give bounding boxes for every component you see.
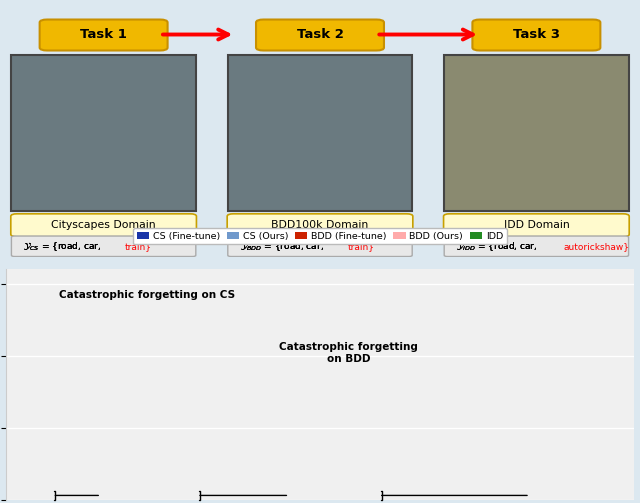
FancyBboxPatch shape [11,214,196,237]
Text: autorickshaw}: autorickshaw} [564,242,630,251]
FancyBboxPatch shape [227,214,413,237]
Text: train}: train} [125,242,152,251]
FancyBboxPatch shape [256,20,384,50]
Text: $\mathcal{Y}_{CS}$ = {road, car,: $\mathcal{Y}_{CS}$ = {road, car, [23,240,102,253]
Bar [502,500,529,503]
Bar [408,500,435,503]
Text: $\mathcal{Y}_{IDD}$ = {road, car,: $\mathcal{Y}_{IDD}$ = {road, car, [456,240,539,253]
Text: $\mathcal{Y}_{CS}$ = {road, car,: $\mathcal{Y}_{CS}$ = {road, car, [23,240,102,253]
Bar [441,500,468,503]
Text: IDD Domain: IDD Domain [504,220,569,230]
Text: $\mathcal{Y}_{BDD}$ = {road, car,: $\mathcal{Y}_{BDD}$ = {road, car, [240,240,324,253]
Bar [261,500,292,503]
Text: Catastrophic forgetting on CS: Catastrophic forgetting on CS [59,290,236,300]
Bar [60,500,93,503]
FancyBboxPatch shape [472,20,600,50]
Legend: CS (Fine-tune), CS (Ours), BDD (Fine-tune), BDD (Ours), IDD: CS (Fine-tune), CS (Ours), BDD (Fine-tun… [133,228,507,244]
FancyBboxPatch shape [444,236,628,257]
Text: Task 3: Task 3 [513,28,560,41]
Bar [381,500,408,503]
Text: $\mathcal{Y}_{BDD}$ = {road, car,: $\mathcal{Y}_{BDD}$ = {road, car, [240,240,324,253]
Text: $\mathcal{Y}_{BDD}$ = {road, car,: $\mathcal{Y}_{BDD}$ = {road, car, [240,240,324,253]
Bar [225,500,255,503]
FancyBboxPatch shape [40,20,168,50]
Text: $\mathcal{Y}_{IDD}$ = {road, car,: $\mathcal{Y}_{IDD}$ = {road, car, [456,240,539,253]
Bar [228,55,412,211]
Text: Catastrophic forgetting
on BDD: Catastrophic forgetting on BDD [280,342,418,364]
FancyBboxPatch shape [12,236,196,257]
Bar [195,500,225,503]
Text: Task 2: Task 2 [296,28,344,41]
Text: Cityscapes Domain: Cityscapes Domain [51,220,156,230]
Text: Task 1: Task 1 [80,28,127,41]
Text: train}: train} [348,242,374,251]
Text: $\mathcal{Y}_{IDD}$ = {road, car,: $\mathcal{Y}_{IDD}$ = {road, car, [456,240,539,253]
Bar [12,55,196,211]
FancyBboxPatch shape [444,214,629,237]
Text: BDD100k Domain: BDD100k Domain [271,220,369,230]
Bar [468,500,495,503]
FancyBboxPatch shape [228,236,412,257]
Bar [444,55,628,211]
Text: $\mathcal{Y}_{CS}$ = {road, car,: $\mathcal{Y}_{CS}$ = {road, car, [23,240,102,253]
